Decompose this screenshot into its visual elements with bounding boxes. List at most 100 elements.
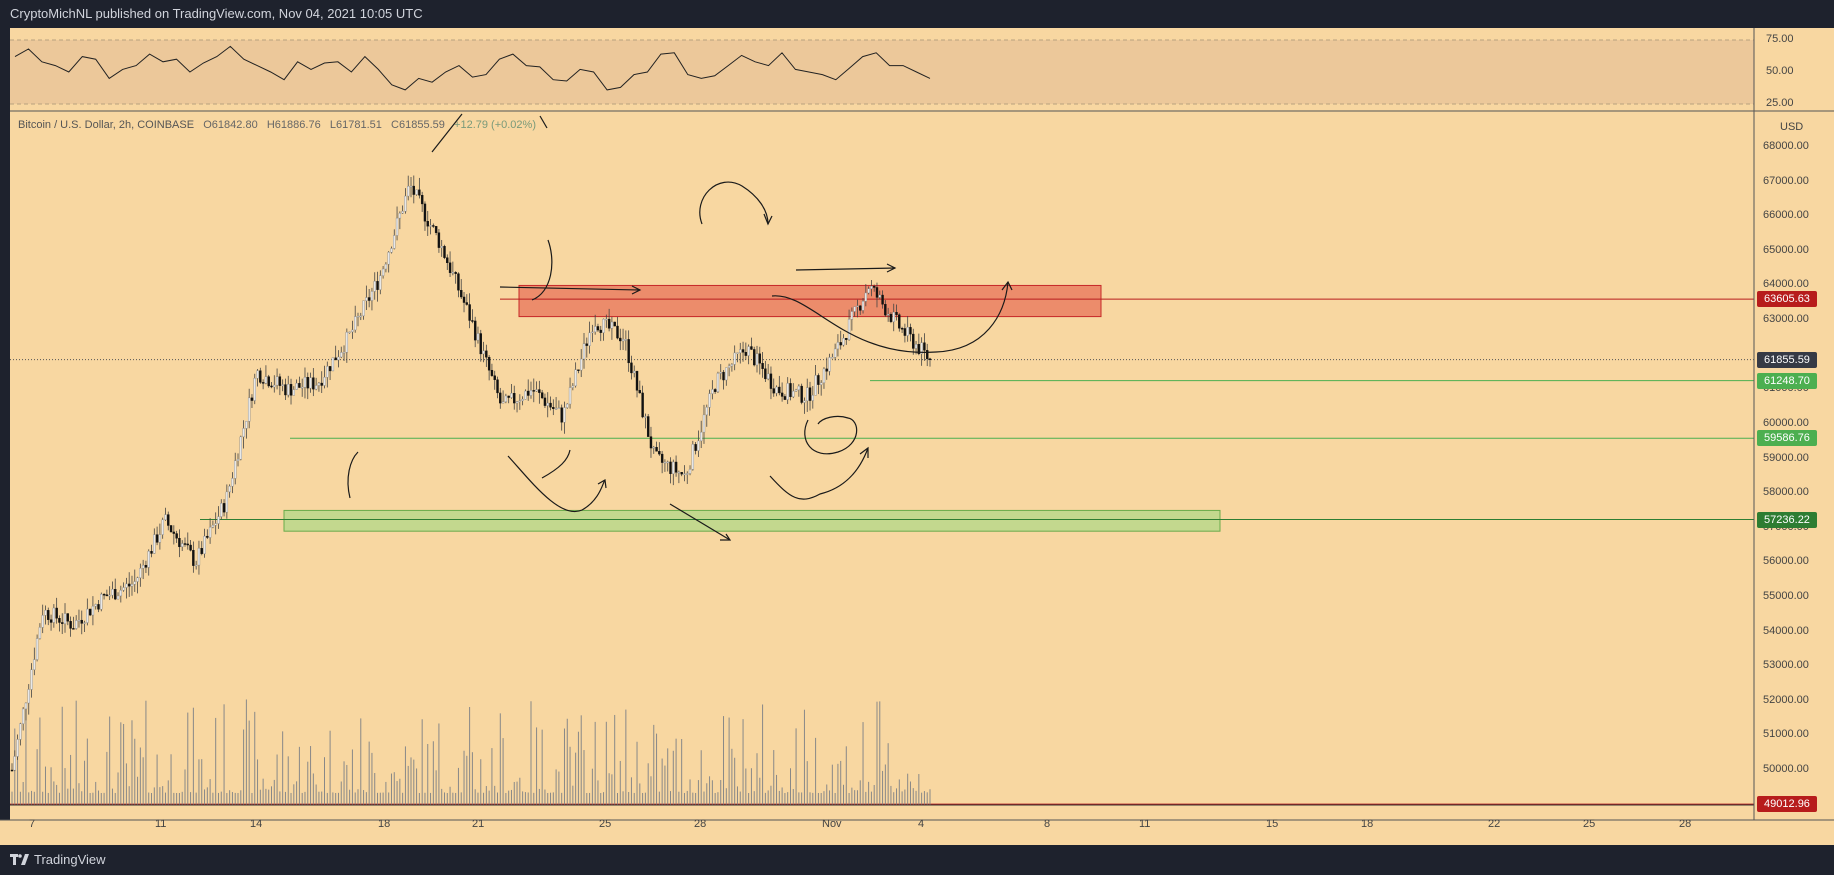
chart-canvas[interactable] xyxy=(0,0,1834,845)
price-tick: 64000.00 xyxy=(1763,278,1809,291)
time-tick: 22 xyxy=(1488,818,1501,830)
candle-body xyxy=(345,331,349,353)
candle-body xyxy=(376,281,379,290)
candle-body xyxy=(649,436,653,449)
candle-body xyxy=(178,538,181,548)
price-tick: 68000.00 xyxy=(1763,140,1809,152)
candle-body xyxy=(708,393,711,408)
candle-body xyxy=(457,273,460,291)
hand-drawn-arrow[interactable] xyxy=(431,113,463,153)
candle-body xyxy=(432,225,435,227)
candle-body xyxy=(292,389,296,396)
price-tag: 59586.76 xyxy=(1757,430,1817,447)
candle-body xyxy=(420,195,424,205)
candle-body xyxy=(197,548,201,566)
candle-body xyxy=(697,440,700,451)
hand-drawn-arrow[interactable] xyxy=(771,281,1009,353)
candle-body xyxy=(585,343,588,346)
candle-body xyxy=(47,610,50,620)
candle-body xyxy=(850,311,854,320)
candle-body xyxy=(806,387,809,402)
candle-body xyxy=(141,565,145,569)
hand-drawn-arrow[interactable] xyxy=(804,415,858,455)
hand-drawn-arrow[interactable] xyxy=(541,449,571,479)
candle-body xyxy=(365,297,368,301)
candle-body xyxy=(529,390,533,396)
candle-body xyxy=(122,587,125,591)
tradingview-logo-icon[interactable] xyxy=(10,854,30,866)
rsi-tick: 25.00 xyxy=(1766,97,1794,109)
hand-drawn-arrow[interactable] xyxy=(669,503,731,541)
candle-body xyxy=(778,386,781,394)
price-tag: 61248.70 xyxy=(1757,372,1817,389)
candle-body xyxy=(97,604,100,610)
tradingview-brand[interactable]: TradingView xyxy=(34,852,106,867)
candle-body xyxy=(923,342,926,351)
candle-body xyxy=(139,568,142,578)
candle-body xyxy=(150,550,153,554)
candle-body xyxy=(69,621,72,629)
candle-body xyxy=(914,344,918,349)
candle-body xyxy=(607,318,611,329)
candle-body xyxy=(314,385,318,390)
candle-body xyxy=(518,400,522,402)
candle-body xyxy=(513,393,516,404)
candle-body xyxy=(211,525,215,528)
candle-body xyxy=(750,346,753,350)
hand-drawn-arrow[interactable] xyxy=(507,455,606,513)
rsi-tick: 75.00 xyxy=(1766,33,1794,45)
hand-drawn-arrow[interactable] xyxy=(347,451,359,499)
support-zone[interactable] xyxy=(283,509,1221,532)
candle-body xyxy=(892,312,895,322)
candle-body xyxy=(725,367,728,381)
candle-body xyxy=(716,373,720,392)
candle-body xyxy=(161,519,164,535)
candle-body xyxy=(384,263,388,270)
hand-drawn-arrow[interactable] xyxy=(531,239,553,301)
candle-body xyxy=(521,399,524,401)
candle-body xyxy=(228,486,231,493)
hand-drawn-arrow[interactable] xyxy=(795,267,896,271)
hand-drawn-arrow[interactable] xyxy=(499,286,641,291)
candle-body xyxy=(602,318,605,333)
candle-body xyxy=(58,618,61,623)
candle-body xyxy=(434,226,438,233)
candle-body xyxy=(739,349,742,353)
time-tick: 15 xyxy=(1266,818,1279,830)
tradingview-footer: TradingView xyxy=(0,845,1834,875)
candle-body xyxy=(881,294,884,305)
candle-body xyxy=(100,593,103,610)
candle-body xyxy=(200,548,203,554)
candle-body xyxy=(884,304,887,316)
candle-body xyxy=(532,390,535,392)
time-tick: 4 xyxy=(918,818,925,830)
candle-body xyxy=(580,358,583,371)
time-tick: 11 xyxy=(155,818,167,830)
candle-body xyxy=(903,328,907,336)
candle-body xyxy=(275,376,279,386)
resistance-zone[interactable] xyxy=(518,284,1102,318)
candle-body xyxy=(490,369,494,376)
hand-drawn-arrow[interactable] xyxy=(699,181,769,225)
candle-body xyxy=(476,333,480,341)
candle-body xyxy=(55,607,58,619)
candle-body xyxy=(833,348,837,358)
close-value: C61855.59 xyxy=(391,119,445,131)
hand-drawn-arrow[interactable] xyxy=(539,115,548,129)
candle-body xyxy=(613,321,616,327)
time-tick: 11 xyxy=(1139,818,1151,830)
candle-body xyxy=(412,185,415,195)
candle-body xyxy=(102,593,106,596)
candle-body xyxy=(462,296,466,303)
candle-body xyxy=(839,342,842,346)
candle-body xyxy=(281,384,284,386)
hand-drawn-arrow[interactable] xyxy=(769,447,869,500)
candle-body xyxy=(214,523,217,526)
candle-body xyxy=(158,534,162,543)
candle-body xyxy=(303,377,307,388)
candle-body xyxy=(242,428,245,438)
candle-body xyxy=(256,370,259,379)
candle-body xyxy=(77,619,81,622)
candle-body xyxy=(74,620,78,629)
candle-body xyxy=(683,473,686,475)
